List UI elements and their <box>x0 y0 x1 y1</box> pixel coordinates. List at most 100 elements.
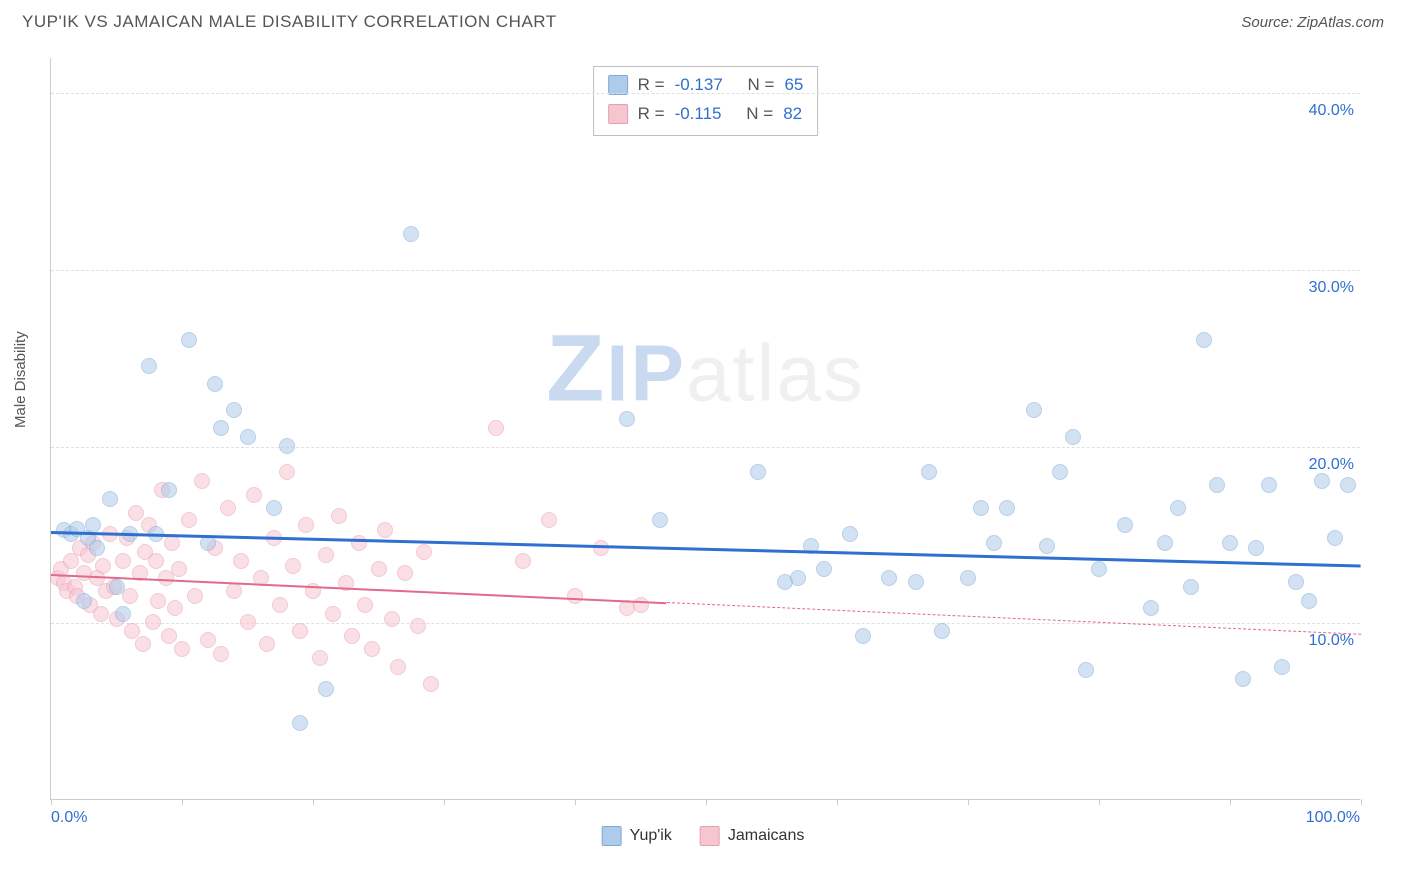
scatter-point-jamaicans <box>135 636 151 652</box>
scatter-point-yupik <box>1026 402 1042 418</box>
swatch-jamaicans <box>608 104 628 124</box>
x-tick <box>968 799 969 805</box>
scatter-point-jamaicans <box>331 508 347 524</box>
x-tick <box>51 799 52 805</box>
scatter-point-jamaicans <box>187 588 203 604</box>
scatter-point-yupik <box>1340 477 1356 493</box>
scatter-point-yupik <box>1065 429 1081 445</box>
scatter-point-yupik <box>226 402 242 418</box>
scatter-point-yupik <box>181 332 197 348</box>
scatter-point-jamaicans <box>164 535 180 551</box>
scatter-point-yupik <box>102 491 118 507</box>
scatter-point-yupik <box>240 429 256 445</box>
x-tick <box>182 799 183 805</box>
x-tick <box>706 799 707 805</box>
scatter-point-yupik <box>76 593 92 609</box>
scatter-point-jamaicans <box>240 614 256 630</box>
scatter-point-yupik <box>141 358 157 374</box>
scatter-point-jamaicans <box>174 641 190 657</box>
stats-row-jamaicans: R = -0.115 N = 82 <box>608 100 804 129</box>
scatter-point-yupik <box>1288 574 1304 590</box>
scatter-point-yupik <box>934 623 950 639</box>
scatter-point-yupik <box>266 500 282 516</box>
scatter-point-yupik <box>1222 535 1238 551</box>
chart-container: Male Disability ZIPatlas R = -0.137 N = … <box>22 48 1384 848</box>
gridline-h <box>51 447 1360 448</box>
scatter-point-jamaicans <box>95 558 111 574</box>
y-tick-label: 10.0% <box>1309 632 1354 650</box>
scatter-point-yupik <box>619 411 635 427</box>
source-attribution: Source: ZipAtlas.com <box>1241 14 1384 31</box>
scatter-point-jamaicans <box>292 623 308 639</box>
scatter-point-yupik <box>213 420 229 436</box>
y-axis-title: Male Disability <box>12 331 29 428</box>
scatter-point-jamaicans <box>115 553 131 569</box>
scatter-point-yupik <box>1301 593 1317 609</box>
scatter-point-jamaicans <box>161 628 177 644</box>
scatter-point-jamaicans <box>515 553 531 569</box>
scatter-point-jamaicans <box>410 618 426 634</box>
scatter-point-yupik <box>1183 579 1199 595</box>
scatter-point-yupik <box>960 570 976 586</box>
scatter-point-yupik <box>881 570 897 586</box>
scatter-point-yupik <box>1248 540 1264 556</box>
scatter-point-yupik <box>1157 535 1173 551</box>
scatter-point-jamaicans <box>325 606 341 622</box>
x-tick <box>575 799 576 805</box>
scatter-point-yupik <box>1235 671 1251 687</box>
scatter-point-jamaicans <box>213 646 229 662</box>
n-label: N = <box>748 71 775 100</box>
scatter-point-jamaicans <box>150 593 166 609</box>
legend-label-yupik: Yup'ik <box>630 827 672 845</box>
x-tick <box>313 799 314 805</box>
scatter-point-yupik <box>1261 477 1277 493</box>
x-tick-label: 100.0% <box>1306 809 1360 827</box>
scatter-point-jamaicans <box>423 676 439 692</box>
scatter-point-jamaicans <box>220 500 236 516</box>
x-tick <box>1099 799 1100 805</box>
swatch-jamaicans <box>700 826 720 846</box>
scatter-point-yupik <box>1314 473 1330 489</box>
scatter-point-jamaicans <box>259 636 275 652</box>
scatter-point-jamaicans <box>93 606 109 622</box>
scatter-point-jamaicans <box>171 561 187 577</box>
scatter-point-yupik <box>403 226 419 242</box>
scatter-point-jamaicans <box>279 464 295 480</box>
legend-label-jamaicans: Jamaicans <box>728 827 804 845</box>
scatter-point-yupik <box>921 464 937 480</box>
scatter-point-jamaicans <box>233 553 249 569</box>
chart-title: YUP'IK VS JAMAICAN MALE DISABILITY CORRE… <box>22 12 557 32</box>
scatter-point-yupik <box>207 376 223 392</box>
scatter-point-jamaicans <box>541 512 557 528</box>
swatch-yupik <box>602 826 622 846</box>
scatter-point-jamaicans <box>246 487 262 503</box>
scatter-point-jamaicans <box>488 420 504 436</box>
scatter-point-jamaicans <box>351 535 367 551</box>
stats-row-yupik: R = -0.137 N = 65 <box>608 71 804 100</box>
scatter-point-jamaicans <box>593 540 609 556</box>
r-label: R = <box>638 71 665 100</box>
x-tick <box>444 799 445 805</box>
watermark: ZIPatlas <box>546 315 865 424</box>
scatter-point-jamaicans <box>416 544 432 560</box>
scatter-point-jamaicans <box>148 553 164 569</box>
scatter-point-jamaicans <box>122 588 138 604</box>
x-tick <box>1361 799 1362 805</box>
y-tick-label: 20.0% <box>1309 456 1354 474</box>
scatter-point-jamaicans <box>384 611 400 627</box>
r-value-jamaicans: -0.115 <box>675 100 722 129</box>
scatter-point-jamaicans <box>377 522 393 538</box>
scatter-point-jamaicans <box>181 512 197 528</box>
scatter-point-jamaicans <box>371 561 387 577</box>
scatter-point-yupik <box>1274 659 1290 675</box>
scatter-point-jamaicans <box>194 473 210 489</box>
scatter-point-yupik <box>318 681 334 697</box>
scatter-point-yupik <box>790 570 806 586</box>
scatter-point-jamaicans <box>226 583 242 599</box>
source-prefix: Source: <box>1241 14 1297 31</box>
scatter-point-yupik <box>1117 517 1133 533</box>
scatter-point-yupik <box>115 606 131 622</box>
scatter-point-jamaicans <box>318 547 334 563</box>
scatter-point-yupik <box>1143 600 1159 616</box>
scatter-point-jamaicans <box>364 641 380 657</box>
